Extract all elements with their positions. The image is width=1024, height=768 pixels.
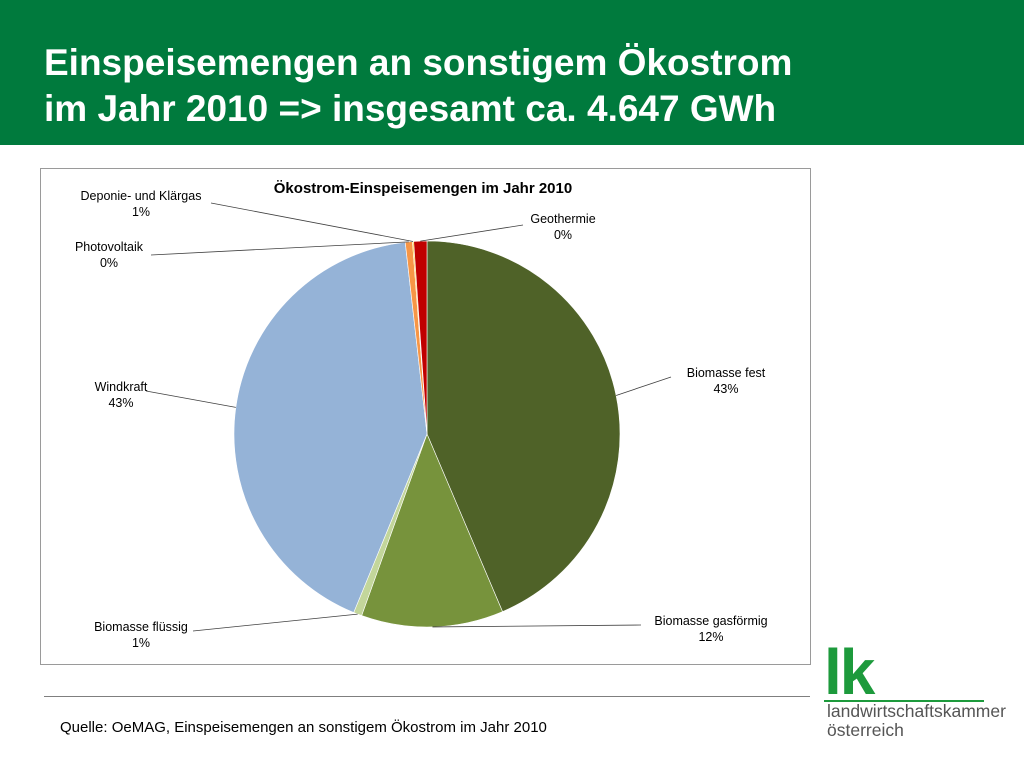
- page-title-line2: im Jahr 2010 => insgesamt ca. 4.647 GWh: [44, 88, 777, 129]
- leader-line-biomasse-fluessig: [192, 613, 358, 632]
- slice-label-percent: 0%: [100, 256, 118, 270]
- divider-line: [44, 696, 810, 697]
- logo-mark: lk: [824, 636, 875, 708]
- slice-label-name: Geothermie: [530, 212, 595, 226]
- leader-line-biomasse-gasfoermig: [432, 624, 642, 628]
- slice-label-deponie-und-klaergas: Deponie- und Klärgas 1%: [81, 189, 202, 219]
- leader-line-biomasse-fest: [615, 376, 672, 396]
- lk-logo: lk landwirtschaftskammer österreich: [824, 636, 1006, 740]
- leader-line-deponie-und-klaergas: [210, 202, 414, 242]
- slice-label-photovoltaik: Photovoltaik 0%: [75, 240, 144, 270]
- slice-label-biomasse-fest: Biomasse fest 43%: [687, 366, 766, 396]
- slice-label-percent: 43%: [108, 396, 133, 410]
- slice-label-percent: 1%: [132, 636, 150, 650]
- slice-label-name: Biomasse gasförmig: [654, 614, 767, 628]
- logo-rule: [824, 700, 984, 702]
- slice-label-percent: 1%: [132, 205, 150, 219]
- page-title-line1: Einspeisemengen an sonstigem Ökostrom: [44, 42, 793, 83]
- leader-line-photovoltaik: [150, 241, 409, 256]
- leader-line-windkraft: [145, 390, 236, 408]
- slice-label-windkraft: Windkraft 43%: [95, 380, 148, 410]
- title-banner: Einspeisemengen an sonstigem Ökostrom im…: [0, 0, 1024, 145]
- slice-label-name: Biomasse fest: [687, 366, 766, 380]
- slice-label-percent: 0%: [554, 228, 572, 242]
- pie-slice-biomasse-gasfoermig: [361, 433, 503, 628]
- slice-label-name: Biomasse flüssig: [94, 620, 188, 634]
- slice-label-name: Deponie- und Klärgas: [81, 189, 202, 203]
- leader-line-geothermie: [420, 224, 524, 242]
- slice-label-percent: 12%: [698, 630, 723, 644]
- chart-frame: Ökostrom-Einspeisemengen im Jahr 2010 Bi…: [40, 168, 811, 665]
- chart-title: Ökostrom-Einspeisemengen im Jahr 2010: [274, 180, 572, 197]
- slice-label-biomasse-gasfoermig: Biomasse gasförmig 12%: [654, 614, 767, 644]
- logo-text-line2: österreich: [827, 720, 904, 740]
- slice-label-geothermie: Geothermie 0%: [530, 212, 595, 242]
- slice-label-name: Windkraft: [95, 380, 148, 394]
- slice-label-biomasse-fluessig: Biomasse flüssig 1%: [94, 620, 188, 650]
- source-note: Quelle: OeMAG, Einspeisemengen an sonsti…: [60, 719, 547, 736]
- slice-label-name: Photovoltaik: [75, 240, 144, 254]
- page-title: Einspeisemengen an sonstigem Ökostrom im…: [44, 40, 792, 132]
- pie-chart: Ökostrom-Einspeisemengen im Jahr 2010 Bi…: [75, 180, 768, 650]
- pie-slice-biomasse-fest: [426, 240, 621, 612]
- logo-text-line1: landwirtschaftskammer: [827, 701, 1006, 721]
- slice-label-percent: 43%: [713, 382, 738, 396]
